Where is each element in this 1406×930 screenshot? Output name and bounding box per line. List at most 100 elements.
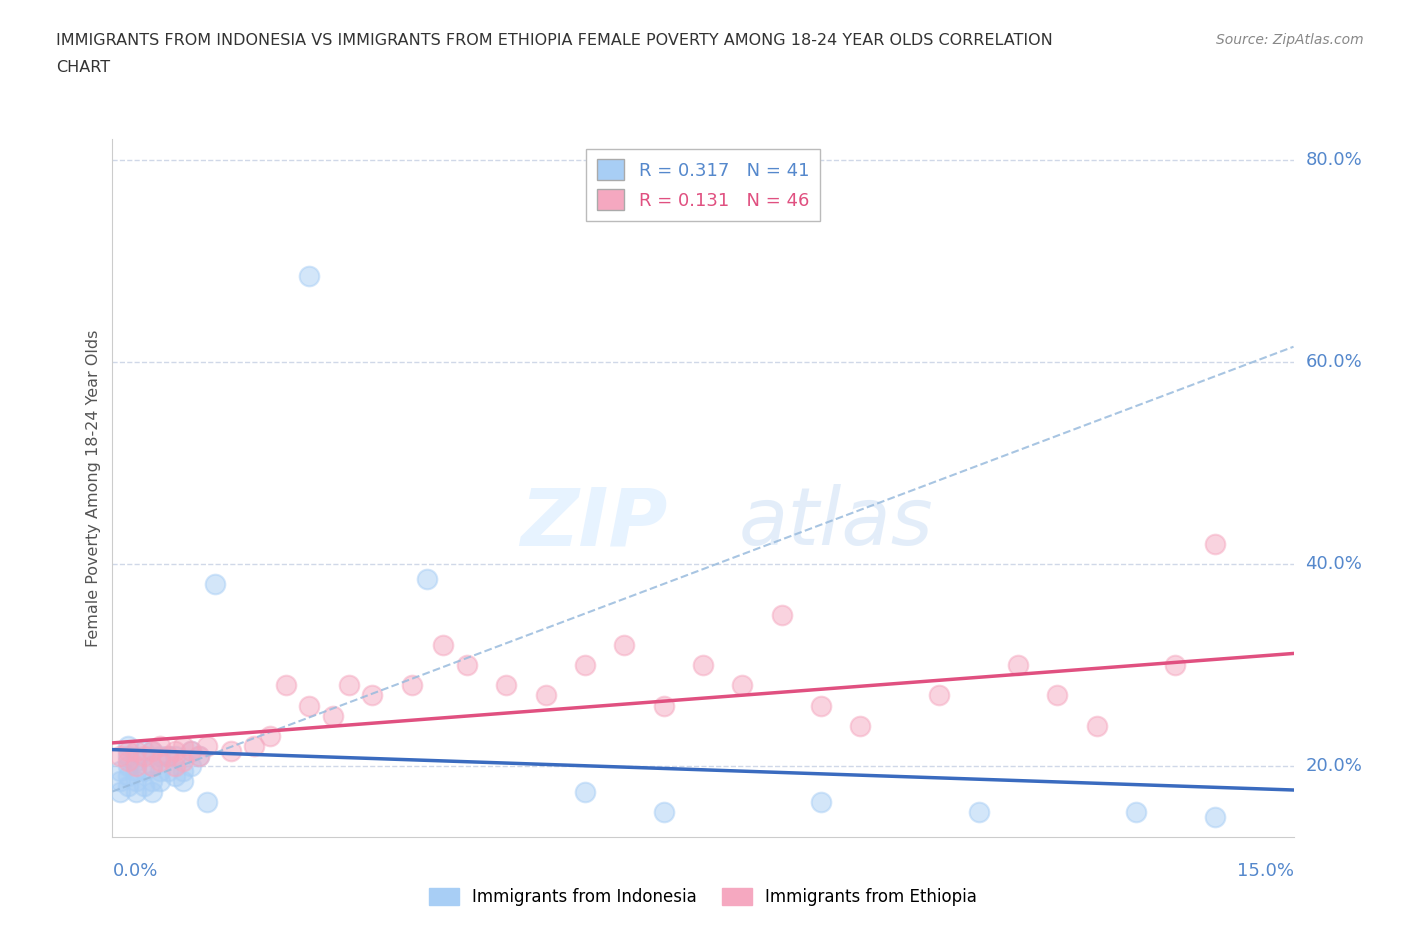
Point (298, 269, 321, 284)
Point (1046, 688, 1069, 703)
Point (149, 764, 172, 778)
Point (810, 794, 832, 809)
Point (117, 749, 139, 764)
Point (165, 749, 187, 764)
Point (141, 744, 163, 759)
Point (432, 637, 454, 652)
Text: Source: ZipAtlas.com: Source: ZipAtlas.com (1216, 33, 1364, 46)
Text: 0.0%: 0.0% (112, 862, 157, 881)
Point (165, 744, 187, 759)
Point (195, 738, 218, 753)
Point (132, 744, 155, 759)
Point (416, 572, 439, 587)
Point (110, 774, 132, 789)
Point (165, 769, 187, 784)
Point (117, 779, 139, 794)
Point (613, 637, 636, 652)
Y-axis label: Female Poverty Among 18-24 Year Olds: Female Poverty Among 18-24 Year Olds (86, 329, 101, 647)
Text: 80.0%: 80.0% (1305, 151, 1362, 168)
Point (149, 749, 172, 764)
Text: CHART: CHART (56, 60, 110, 75)
Point (574, 784, 596, 799)
Point (188, 749, 211, 764)
Point (810, 698, 832, 713)
Point (149, 738, 172, 753)
Point (141, 759, 163, 774)
Point (172, 764, 194, 778)
Point (165, 759, 187, 774)
Point (141, 774, 163, 789)
Text: 60.0%: 60.0% (1305, 352, 1362, 371)
Point (534, 688, 557, 703)
Point (243, 738, 266, 753)
Point (967, 804, 990, 819)
Text: 15.0%: 15.0% (1236, 862, 1294, 881)
Text: atlas: atlas (738, 485, 934, 562)
Point (180, 744, 202, 759)
Point (195, 794, 218, 809)
Point (172, 738, 194, 753)
Point (652, 804, 675, 819)
Point (928, 688, 950, 703)
Point (110, 784, 132, 799)
Point (132, 779, 155, 794)
Text: IMMIGRANTS FROM INDONESIA VS IMMIGRANTS FROM ETHIOPIA FEMALE POVERTY AMONG 18-24: IMMIGRANTS FROM INDONESIA VS IMMIGRANTS … (56, 33, 1053, 47)
Point (125, 764, 148, 778)
Legend: R = 0.317   N = 41, R = 0.131   N = 46: R = 0.317 N = 41, R = 0.131 N = 46 (586, 149, 820, 221)
Text: 20.0%: 20.0% (1305, 757, 1362, 776)
Point (117, 769, 139, 784)
Point (117, 753, 139, 768)
Point (156, 749, 179, 764)
Point (188, 749, 211, 764)
Point (574, 658, 596, 672)
Point (125, 784, 148, 799)
Point (141, 784, 163, 799)
Point (337, 678, 360, 693)
Point (156, 764, 179, 778)
Point (770, 607, 793, 622)
Point (1164, 658, 1187, 672)
Point (149, 753, 172, 768)
Point (298, 698, 321, 713)
Point (692, 658, 714, 672)
Text: 40.0%: 40.0% (1305, 555, 1362, 573)
Point (117, 759, 139, 774)
Point (172, 774, 194, 789)
Point (125, 759, 148, 774)
Point (849, 718, 872, 733)
Point (180, 744, 202, 759)
Point (652, 698, 675, 713)
Point (110, 749, 132, 764)
Text: ZIP: ZIP (520, 485, 668, 562)
Point (322, 709, 344, 724)
Point (1007, 658, 1029, 672)
Point (495, 678, 517, 693)
Point (456, 658, 478, 672)
Point (204, 577, 226, 591)
Point (219, 744, 242, 759)
Point (117, 744, 139, 759)
Point (125, 753, 148, 768)
Point (172, 753, 194, 768)
Point (132, 764, 155, 778)
Point (141, 759, 163, 774)
Point (401, 678, 423, 693)
Point (259, 728, 281, 743)
Point (125, 744, 148, 759)
Point (731, 678, 754, 693)
Point (180, 759, 202, 774)
Point (156, 749, 179, 764)
Point (274, 678, 297, 693)
Point (141, 744, 163, 759)
Point (1125, 860, 1147, 875)
Point (1204, 809, 1226, 824)
Point (1085, 718, 1108, 733)
Legend: Immigrants from Indonesia, Immigrants from Ethiopia: Immigrants from Indonesia, Immigrants fr… (422, 881, 984, 912)
Point (132, 749, 155, 764)
Point (1204, 537, 1226, 551)
Point (117, 738, 139, 753)
Point (149, 774, 172, 789)
Point (125, 774, 148, 789)
Point (361, 688, 384, 703)
Point (1125, 804, 1147, 819)
